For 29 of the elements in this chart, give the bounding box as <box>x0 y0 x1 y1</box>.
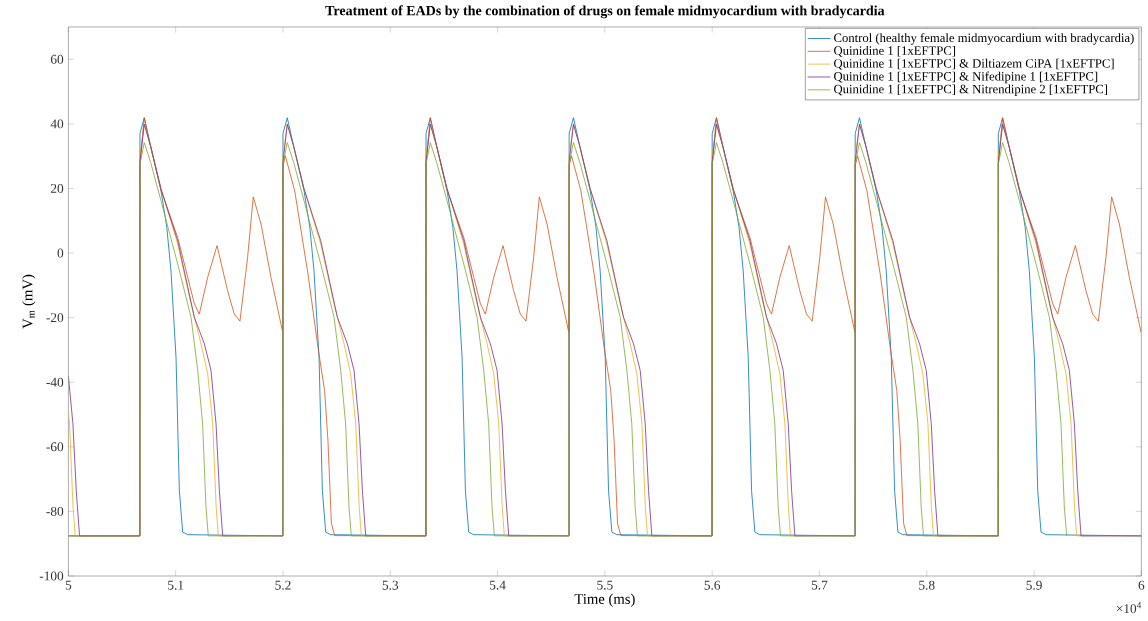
x-tick-label: 5.9 <box>1026 580 1042 590</box>
legend-label: Quinidine 1 [1xEFTPC] & Nitrendipine 2 [1xEFTPC] <box>834 84 1108 96</box>
x-tick-label: 5.6 <box>704 580 721 590</box>
y-tick-label: -80 <box>46 506 64 516</box>
legend-label: Quinidine 1 [1xEFTPC] <box>834 45 956 57</box>
x-tick-label: 5 <box>65 580 72 590</box>
x-tick-label: 6 <box>1138 580 1145 590</box>
y-axis-title: V$_{m}$ (mV) <box>22 274 36 329</box>
y-tick-label: 0 <box>57 248 64 258</box>
x-tick-label: 5.3 <box>382 580 399 590</box>
y-tick-label: -100 <box>39 571 64 581</box>
text: ×10$^{4}$ <box>1116 602 1142 614</box>
y-tick-label: -20 <box>46 313 64 323</box>
legend-label: Quinidine 1 [1xEFTPC] & Diltiazem CiPA [1xEFTPC] <box>834 58 1114 70</box>
x-tick-label: 5.4 <box>490 580 506 590</box>
x-axis-title: Time (ms) <box>574 593 635 607</box>
y-tick-label: 40 <box>50 119 64 129</box>
x-tick-label: 5.8 <box>919 580 935 590</box>
x-tick-label: 5.2 <box>275 580 291 590</box>
chart-title: Treatment of EADs by the combination of drugs on female midmyocardium with bradycardia <box>325 5 885 19</box>
y-tick-label: 20 <box>50 183 64 193</box>
y-tick-label: -40 <box>46 377 64 387</box>
x-tick-label: 5.7 <box>811 580 828 590</box>
x-tick-label: 5.5 <box>597 580 613 590</box>
x-tick-label: 5.1 <box>168 580 184 590</box>
legend-label: Control (healthy female midmyocardium with bradycardia) <box>834 33 1134 45</box>
legend-label: Quinidine 1 [1xEFTPC] & Nifedipine 1 [1xEFTPC] <box>834 71 1098 84</box>
y-tick-label: -60 <box>46 442 64 452</box>
y-tick-label: 60 <box>50 54 64 64</box>
